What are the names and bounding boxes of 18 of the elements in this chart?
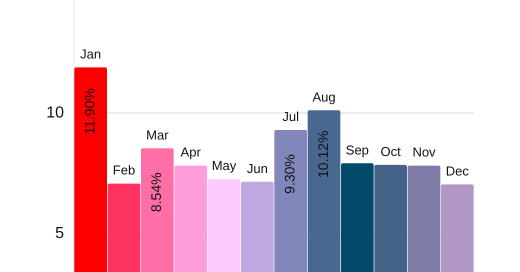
x-tick-label: Jul: [282, 109, 300, 124]
y-tick-label: 5: [55, 224, 64, 242]
y-tick-label: 10: [46, 104, 64, 122]
x-tick-label: Mar: [146, 127, 170, 142]
data-label: 9.30%: [282, 154, 298, 194]
x-tick-label: Jan: [80, 46, 102, 62]
data-label: 11.90%: [82, 88, 98, 135]
data-label: 8.54%: [148, 172, 164, 212]
x-tick-label: May: [212, 158, 237, 174]
x-tick-label: Nov: [412, 144, 436, 160]
x-tick-label: Apr: [180, 144, 202, 160]
x-tick-label: Aug: [312, 89, 336, 104]
x-tick-label: Dec: [446, 163, 470, 178]
x-tick-label: Sep: [346, 142, 369, 158]
x-tick-label: Oct: [380, 144, 402, 159]
x-tick-label: Feb: [112, 162, 136, 178]
data-label: 10.12%: [314, 130, 331, 178]
x-tick-label: Jun: [246, 160, 268, 176]
